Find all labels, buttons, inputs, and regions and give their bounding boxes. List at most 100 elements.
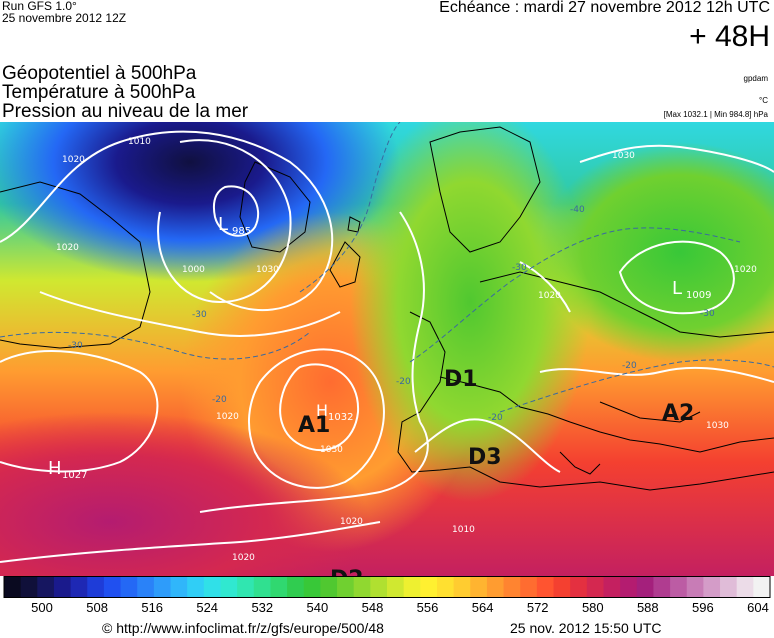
isotherm-label: -20 — [488, 413, 503, 423]
color-swatch — [137, 576, 155, 598]
isobar-label: 1010 — [452, 525, 475, 535]
isobar-label: 1010 — [128, 137, 151, 147]
valid-time-label: Echéance : mardi 27 novembre 2012 12h UT… — [439, 0, 770, 16]
color-swatch — [337, 576, 355, 598]
isotherm-label: -30 — [68, 341, 83, 351]
isobars — [0, 130, 774, 563]
isobar-label: 1030 — [612, 151, 635, 161]
coastlines — [0, 126, 774, 491]
color-scale-border — [3, 576, 771, 598]
annotations: A1 A2 D1 D2 D3 — [298, 367, 694, 576]
color-swatch — [703, 576, 721, 598]
isotherms — [0, 122, 774, 413]
high-marker: H — [316, 401, 328, 420]
weather-map: 1010 1020 1020 1000 1030 1030 1020 1030 … — [0, 122, 774, 576]
color-scale-tick: 564 — [471, 600, 494, 615]
color-scale-tick: 516 — [141, 600, 164, 615]
trough-shading — [350, 122, 590, 502]
color-swatch — [20, 576, 38, 598]
unit-temperature: °C — [759, 96, 768, 105]
color-swatch — [170, 576, 188, 598]
isobar-label: 1020 — [56, 243, 79, 253]
isobar-label: 1020 — [340, 517, 363, 527]
isotherm-label: -30 — [192, 310, 207, 320]
color-swatch — [287, 576, 305, 598]
color-scale-tick: 588 — [636, 600, 659, 615]
color-swatch — [203, 576, 222, 598]
color-scale-tick: 540 — [306, 600, 329, 615]
color-swatch — [503, 576, 521, 598]
isobar-label: 1020 — [734, 265, 757, 275]
color-scale-tick: 556 — [416, 600, 439, 615]
color-scale-tick: 500 — [31, 600, 53, 615]
isotherm-label: -40 — [570, 205, 585, 215]
isobar-label: 1030 — [320, 445, 343, 455]
color-scale-tick: 524 — [196, 600, 219, 615]
color-swatch — [453, 576, 471, 598]
color-swatch — [237, 576, 255, 598]
low-marker: L — [218, 214, 228, 235]
high-value: 1027 — [62, 470, 87, 481]
color-swatch — [153, 576, 172, 598]
color-swatch — [320, 576, 338, 598]
isotherm-label: -30 — [700, 309, 715, 319]
lead-time-label: + 48H — [689, 20, 770, 53]
color-swatch — [636, 576, 655, 598]
color-swatch — [103, 576, 122, 598]
color-swatch — [520, 576, 538, 598]
color-scale-bar — [3, 576, 771, 598]
color-swatch — [70, 576, 88, 598]
annotation-a1: A1 — [298, 413, 330, 438]
title-pressure: Pression au niveau de la mer — [2, 101, 249, 122]
subtropical-shading — [0, 412, 370, 576]
color-swatch — [570, 576, 588, 598]
color-scale-labels: 500 508 516 524 532 540 548 556 564 572 580 588 596 6… — [0, 598, 774, 620]
annotation-d3: D3 — [468, 445, 502, 470]
high-marker: H — [48, 458, 62, 479]
isotherm-label: -20 — [622, 361, 637, 371]
color-swatch — [270, 576, 288, 598]
color-swatch — [303, 576, 321, 598]
unit-pressure-range: [Max 1032.1 | Min 984.8] hPa — [663, 110, 768, 119]
color-swatch — [686, 576, 704, 598]
color-swatch — [53, 576, 72, 598]
title-temperature: Température à 500hPa — [2, 82, 196, 103]
run-date-label: 25 novembre 2012 12Z — [2, 11, 127, 25]
isotherm-label: -20 — [396, 377, 411, 387]
color-swatch — [553, 576, 571, 598]
high-value: 1032 — [328, 412, 353, 423]
color-scale-tick: 580 — [581, 600, 604, 615]
color-swatch — [620, 576, 638, 598]
color-scale-tick: 572 — [526, 600, 549, 615]
color-swatch — [87, 576, 105, 598]
color-swatch — [4, 576, 22, 598]
isotherm-label: -30 — [512, 263, 527, 273]
isobar-label: 1020 — [62, 155, 85, 165]
isotherm-labels: -20 -30 -30 -40 -30 -20 -20 -20 -30 — [68, 205, 715, 423]
low-marker: L — [672, 278, 682, 299]
annotation-d1: D1 — [444, 367, 478, 392]
isobar-label: 1030 — [706, 421, 729, 431]
color-swatch — [37, 576, 55, 598]
color-swatch — [403, 576, 421, 598]
unit-geopotential: gpdam — [743, 74, 768, 83]
annotation-d2: D2 — [330, 567, 364, 576]
color-swatch — [220, 576, 238, 598]
isotherm-label: -20 — [212, 395, 227, 405]
color-scale-tick: 532 — [251, 600, 274, 615]
color-scale-tick: 508 — [86, 600, 108, 615]
color-swatch — [420, 576, 438, 598]
color-swatch — [603, 576, 621, 598]
color-scale-tick: 548 — [361, 600, 384, 615]
isobar-label: 1030 — [256, 265, 279, 275]
run-model-label: Run GFS 1.0° — [2, 0, 77, 13]
color-scale-tick: 596 — [692, 600, 714, 615]
isobar-labels: 1010 1020 1020 1000 1030 1030 1020 1030 … — [56, 137, 757, 563]
low-value: 985 — [232, 226, 251, 237]
isobar-label: 1020 — [538, 291, 561, 301]
color-swatch — [753, 576, 771, 598]
color-swatch — [253, 576, 272, 598]
color-swatch — [670, 576, 688, 598]
low-value: 1009 — [686, 290, 711, 301]
pressure-centers: L 985 L 1009 H 1032 H 1027 — [48, 214, 711, 481]
